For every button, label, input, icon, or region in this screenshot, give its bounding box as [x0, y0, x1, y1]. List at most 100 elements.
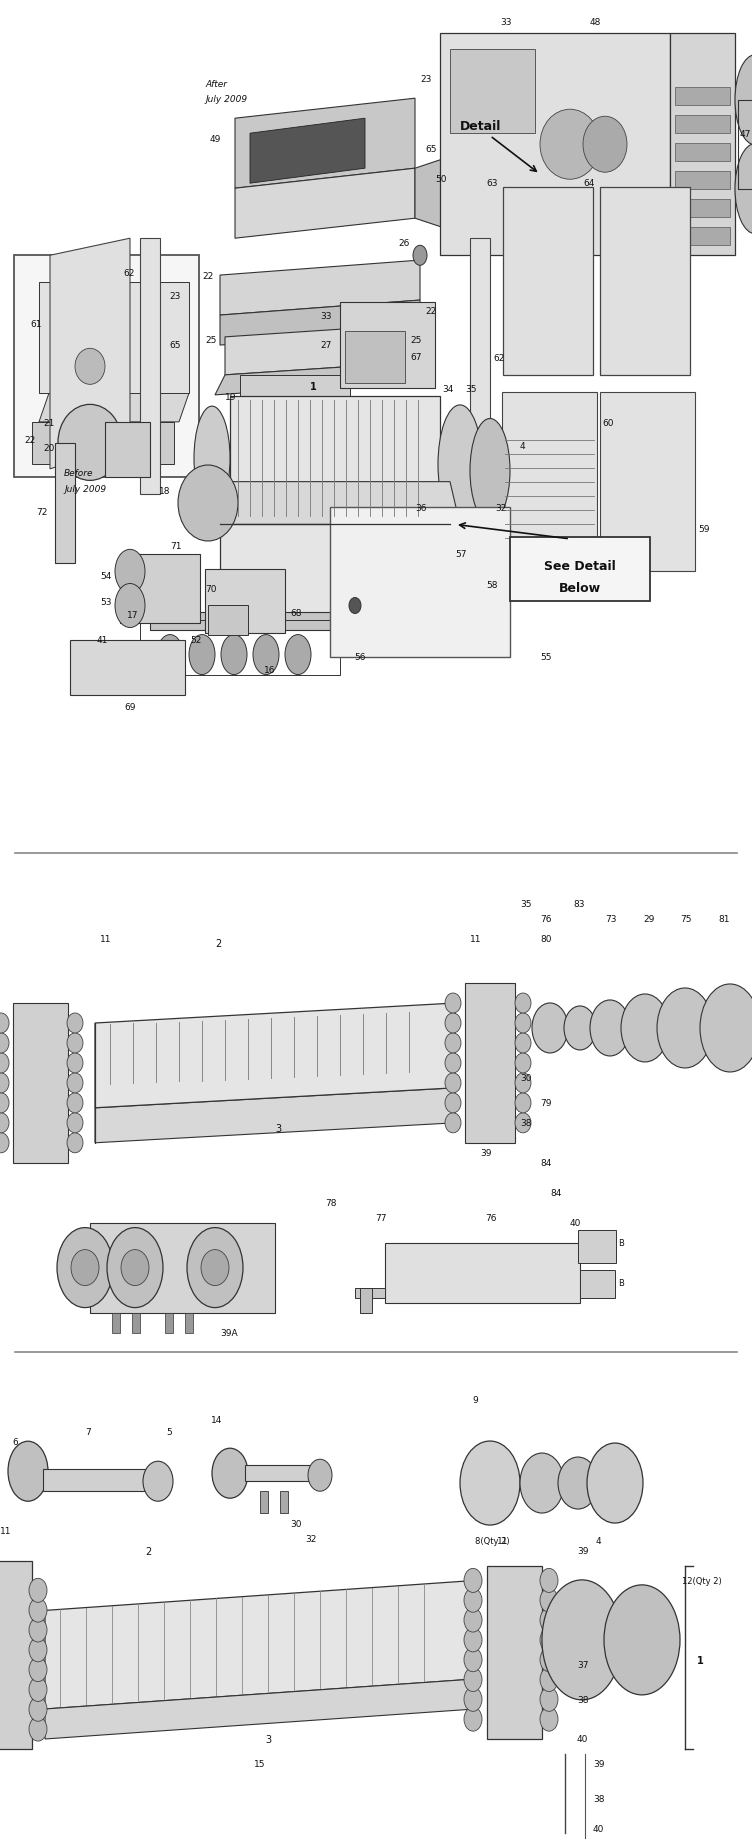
- Ellipse shape: [464, 1708, 482, 1732]
- Text: 2: 2: [145, 1545, 151, 1556]
- Bar: [578, 1231, 616, 1262]
- Text: 63: 63: [487, 179, 498, 188]
- Bar: [70, 639, 185, 697]
- Text: 16: 16: [264, 665, 276, 675]
- Ellipse shape: [67, 1112, 83, 1133]
- Bar: [675, 200, 730, 218]
- Ellipse shape: [221, 636, 247, 675]
- Text: 32: 32: [495, 505, 506, 514]
- Text: July 2009: July 2009: [205, 94, 247, 103]
- Bar: [502, 554, 597, 597]
- Text: 38: 38: [577, 1695, 589, 1704]
- Text: 35: 35: [465, 384, 477, 394]
- Polygon shape: [45, 1580, 475, 1709]
- Text: 6: 6: [12, 1438, 18, 1447]
- Text: 81: 81: [718, 915, 729, 924]
- Text: 71: 71: [170, 541, 181, 551]
- Bar: [245, 1465, 310, 1482]
- Ellipse shape: [515, 1013, 531, 1033]
- Bar: [600, 394, 695, 573]
- Polygon shape: [250, 118, 365, 185]
- Ellipse shape: [445, 1033, 461, 1053]
- Ellipse shape: [464, 1608, 482, 1632]
- Text: 67: 67: [410, 353, 422, 362]
- Ellipse shape: [0, 1112, 9, 1133]
- Ellipse shape: [189, 636, 215, 675]
- Text: 41: 41: [96, 636, 108, 645]
- Bar: [675, 89, 730, 105]
- Bar: [185, 1312, 193, 1332]
- Text: 39: 39: [577, 1547, 589, 1556]
- Text: 80: 80: [540, 933, 551, 942]
- Text: 3: 3: [275, 1124, 281, 1133]
- Ellipse shape: [115, 584, 145, 628]
- Text: 55: 55: [540, 652, 551, 662]
- Text: 75: 75: [680, 915, 692, 924]
- Text: 35: 35: [520, 900, 532, 907]
- Polygon shape: [220, 261, 420, 316]
- Text: B: B: [618, 1279, 624, 1288]
- Bar: [340, 303, 435, 388]
- Text: 62: 62: [123, 268, 135, 277]
- Bar: [132, 1312, 140, 1332]
- Text: 38: 38: [520, 1118, 532, 1127]
- Ellipse shape: [67, 1053, 83, 1074]
- Text: 11: 11: [0, 1526, 12, 1536]
- Text: 20: 20: [44, 444, 55, 453]
- Text: Before: Before: [64, 469, 93, 479]
- Bar: [140, 238, 160, 495]
- Text: See Detail: See Detail: [544, 560, 616, 573]
- Text: 8(Qty 2): 8(Qty 2): [475, 1536, 510, 1545]
- Ellipse shape: [464, 1628, 482, 1652]
- Polygon shape: [235, 100, 415, 188]
- Polygon shape: [225, 325, 405, 375]
- Ellipse shape: [515, 994, 531, 1013]
- Bar: [465, 983, 515, 1144]
- Text: 1: 1: [697, 1654, 704, 1665]
- Text: 50: 50: [435, 174, 447, 183]
- Ellipse shape: [187, 1227, 243, 1308]
- Ellipse shape: [515, 1094, 531, 1112]
- Ellipse shape: [587, 1443, 643, 1523]
- Text: 49: 49: [210, 135, 221, 144]
- Bar: [360, 1288, 372, 1312]
- Ellipse shape: [58, 405, 122, 480]
- Polygon shape: [95, 1088, 455, 1144]
- Text: B: B: [618, 1238, 624, 1247]
- Ellipse shape: [29, 1696, 47, 1720]
- Ellipse shape: [464, 1687, 482, 1711]
- Ellipse shape: [29, 1578, 47, 1602]
- Ellipse shape: [540, 1608, 558, 1632]
- Text: 40: 40: [593, 1824, 605, 1833]
- Text: 17: 17: [126, 610, 138, 619]
- Text: Below: Below: [559, 582, 601, 595]
- Text: 39: 39: [593, 1759, 605, 1769]
- Text: 30: 30: [290, 1519, 302, 1528]
- Bar: [385, 1244, 580, 1303]
- Text: July 2009: July 2009: [64, 484, 106, 493]
- Text: 84: 84: [550, 1188, 562, 1198]
- Ellipse shape: [0, 1074, 9, 1094]
- Text: 15: 15: [254, 1759, 265, 1769]
- Ellipse shape: [212, 1449, 248, 1499]
- Text: 61: 61: [31, 320, 42, 329]
- Ellipse shape: [178, 466, 238, 541]
- Text: 83: 83: [573, 900, 584, 907]
- Text: 62: 62: [493, 355, 505, 362]
- Ellipse shape: [470, 419, 510, 523]
- Bar: [165, 1312, 173, 1332]
- Ellipse shape: [735, 55, 752, 146]
- Polygon shape: [220, 301, 420, 346]
- Ellipse shape: [515, 1033, 531, 1053]
- Ellipse shape: [29, 1717, 47, 1741]
- Ellipse shape: [604, 1586, 680, 1695]
- Ellipse shape: [29, 1658, 47, 1682]
- Bar: [675, 172, 730, 190]
- Text: 12(Qty 2): 12(Qty 2): [682, 1576, 722, 1586]
- Bar: [208, 606, 248, 636]
- Text: 22: 22: [24, 436, 35, 445]
- Bar: [150, 612, 335, 630]
- Ellipse shape: [308, 1460, 332, 1491]
- Text: 23: 23: [169, 292, 180, 301]
- Text: 39: 39: [480, 1149, 492, 1157]
